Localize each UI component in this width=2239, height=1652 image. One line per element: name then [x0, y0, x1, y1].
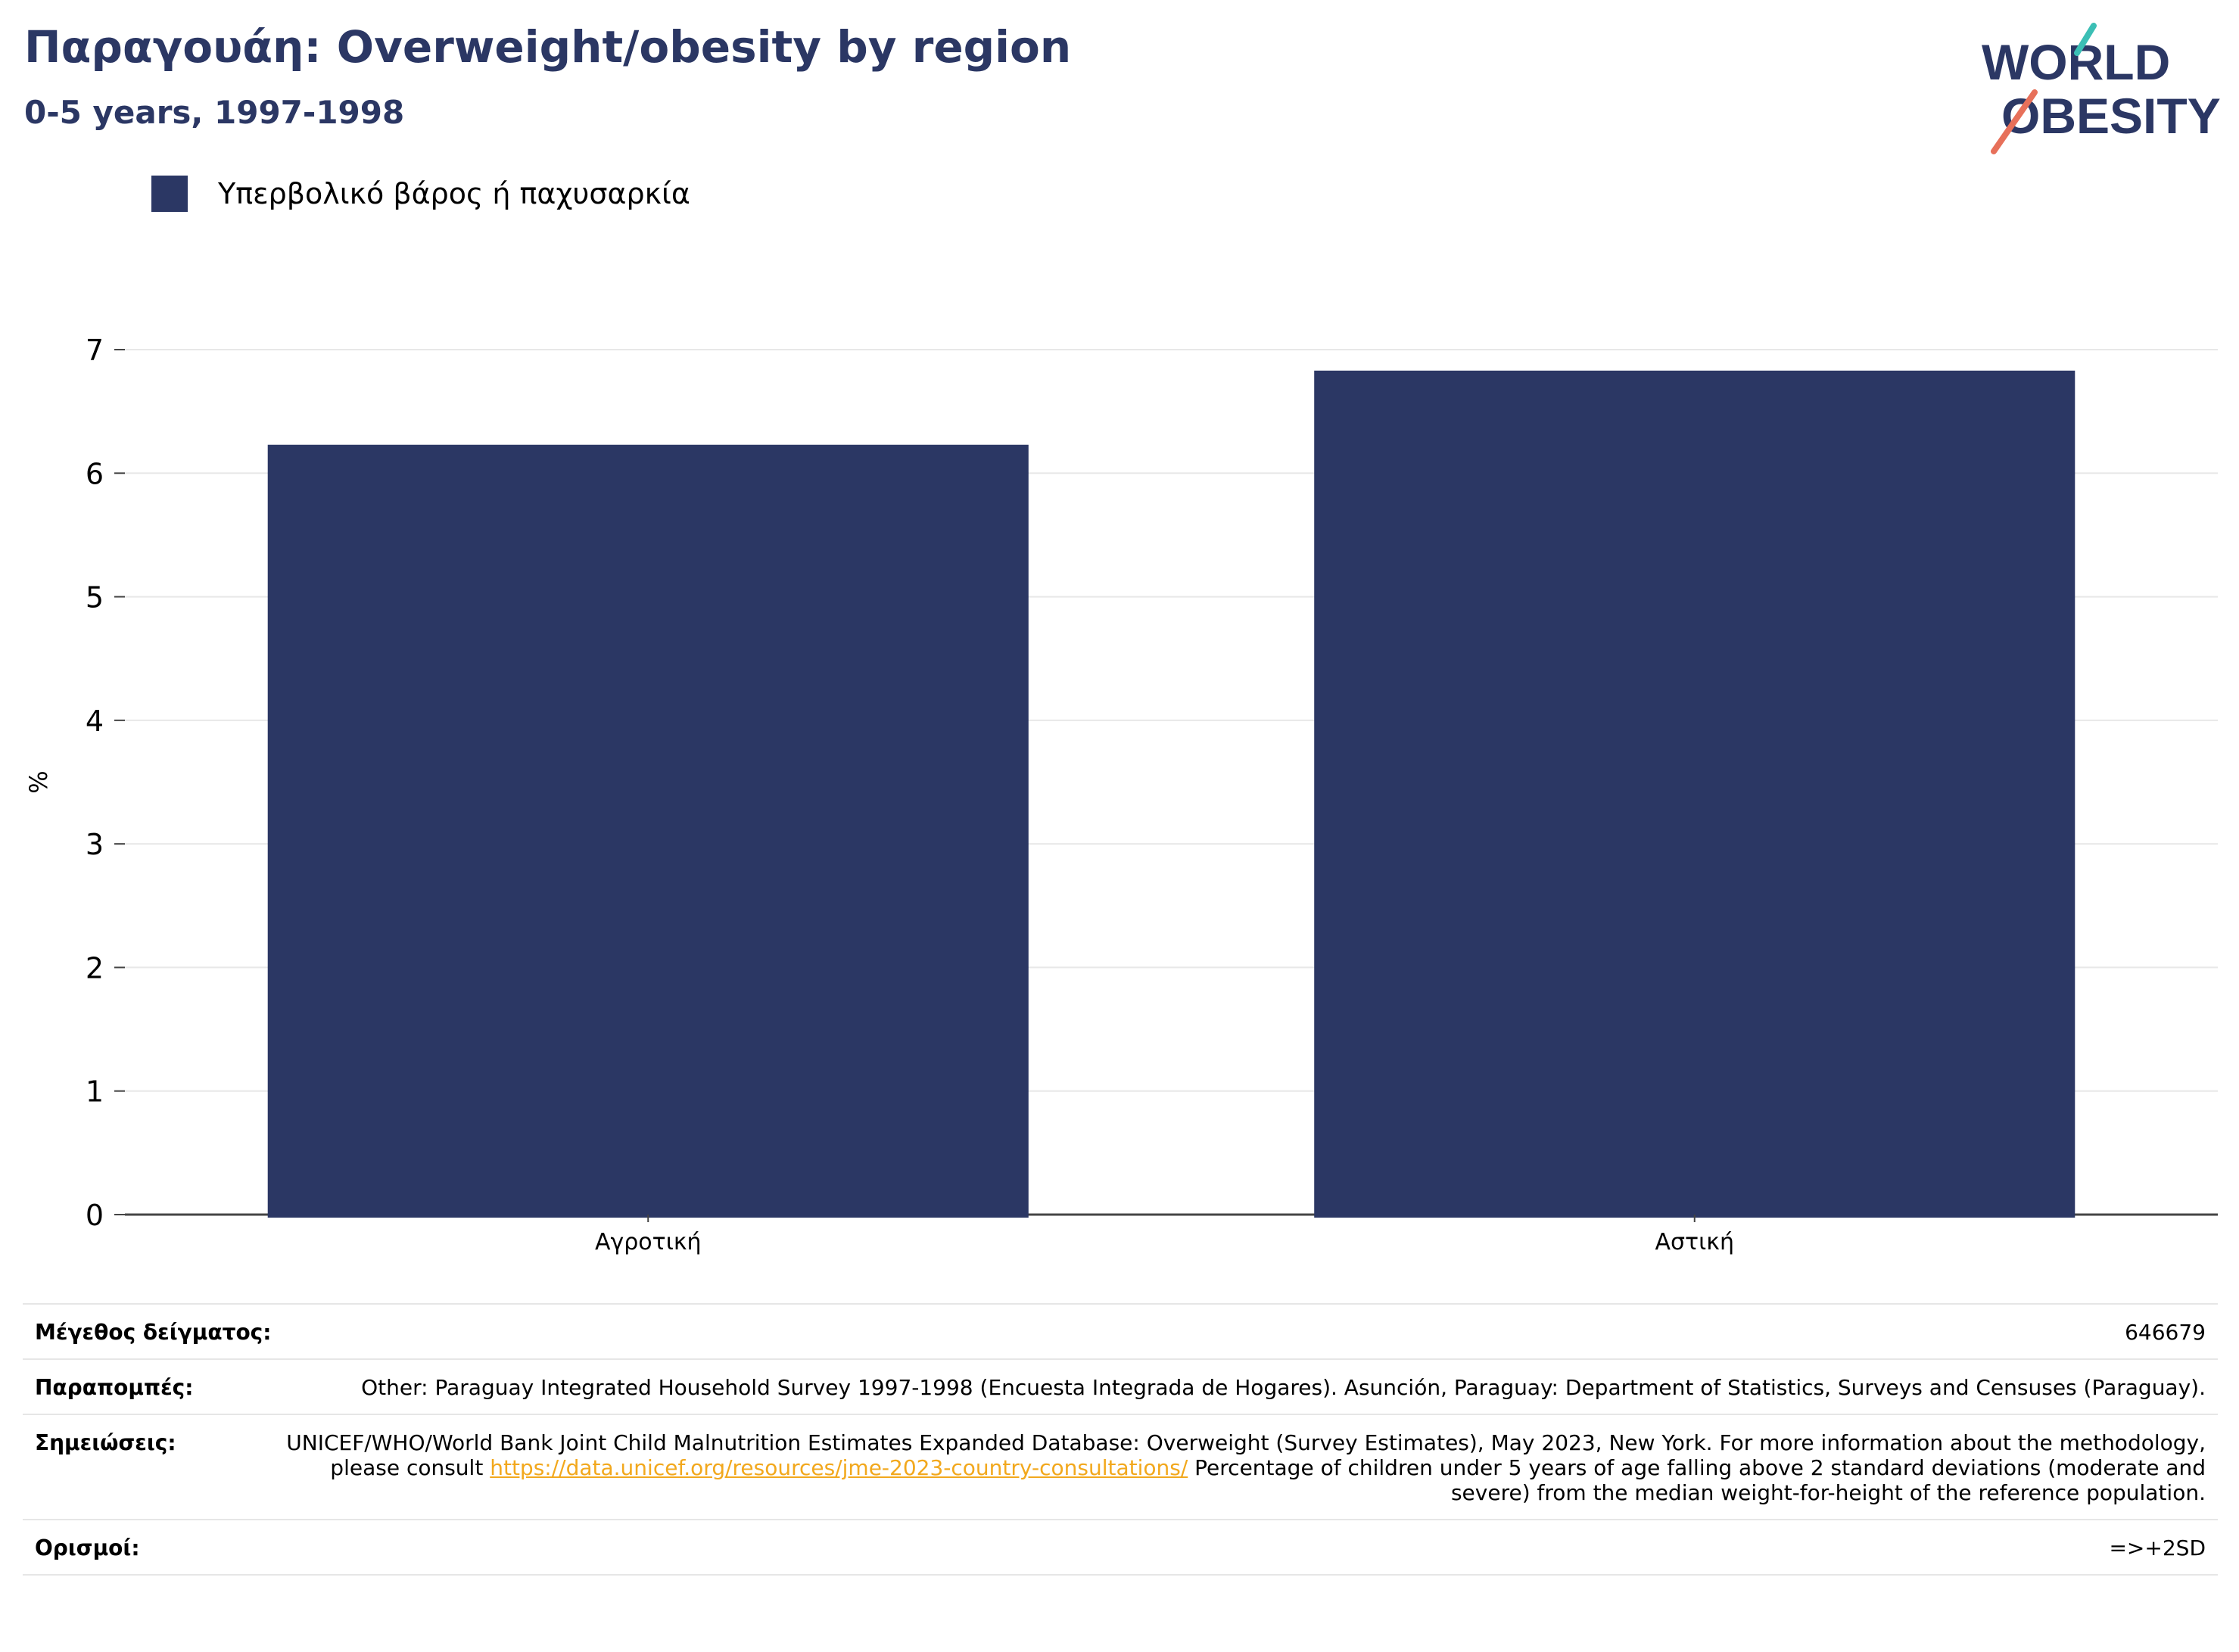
bars — [267, 370, 2076, 1218]
info-table: Μέγεθος δείγματος: 646679 Παραπομπές: Ot… — [23, 1303, 2218, 1576]
notes-value: UNICEF/WHO/World Bank Joint Child Malnut… — [276, 1430, 2206, 1505]
page-subtitle: 0-5 years, 1997-1998 — [24, 94, 405, 131]
sample-size-value: 646679 — [2125, 1320, 2206, 1345]
legend-label: Υπερβολικό βάρος ή παχυσαρκία — [218, 177, 690, 210]
info-row-notes: Σημειώσεις: UNICEF/WHO/World Bank Joint … — [23, 1414, 2218, 1519]
y-tick-label: 2 — [86, 951, 104, 985]
definitions-value: =>+2SD — [2109, 1535, 2206, 1560]
x-tick-label: Αστική — [1655, 1229, 1734, 1255]
world-obesity-logo: WORLD OBESITY — [1982, 23, 2221, 154]
y-tick-label: 5 — [86, 581, 104, 614]
chart-legend: Υπερβολικό βάρος ή παχυσαρκία — [151, 176, 690, 212]
x-axis-ticks: Αγροτική Αστική — [595, 1215, 1734, 1255]
info-row-definitions: Ορισμοί: =>+2SD — [23, 1519, 2218, 1576]
methodology-link[interactable]: https://data.unicef.org/resources/jme-20… — [490, 1455, 1188, 1480]
y-tick-label: 7 — [86, 334, 104, 367]
page-title: Παραγουάη: Overweight/obesity by region — [24, 21, 1072, 73]
notes-text-pre: UNICEF/WHO/World Bank Joint Child Malnut… — [286, 1430, 2206, 1480]
logo-line2: OBESITY — [2001, 88, 2221, 144]
y-axis-label: % — [24, 770, 53, 793]
info-row-sample: Μέγεθος δείγματος: 646679 — [23, 1303, 2218, 1358]
bar-1 — [1314, 370, 2076, 1218]
logo-coral-slash — [1991, 89, 2038, 154]
y-tick-label: 4 — [86, 705, 104, 738]
logo-teal-slash — [2074, 23, 2097, 56]
y-tick-label: 3 — [86, 828, 104, 861]
notes-text-post: Percentage of children under 5 years of … — [1194, 1455, 2206, 1505]
bar-0 — [267, 444, 1029, 1218]
sample-size-label: Μέγεθος δείγματος: — [35, 1320, 272, 1345]
y-tick-label: 6 — [86, 457, 104, 490]
info-row-references: Παραπομπές: Other: Paraguay Integrated H… — [23, 1358, 2218, 1414]
bar-chart: 0 1 2 3 4 5 6 7 Αγροτική Αστική % — [24, 334, 2218, 1255]
y-tick-label: 1 — [86, 1075, 104, 1109]
x-tick-label: Αγροτική — [595, 1229, 702, 1255]
references-label: Παραπομπές: — [35, 1375, 194, 1400]
references-value: Other: Paraguay Integrated Household Sur… — [361, 1375, 2206, 1400]
legend-swatch — [151, 176, 188, 212]
definitions-label: Ορισμοί: — [35, 1535, 140, 1560]
y-axis-ticks: 0 1 2 3 4 5 6 7 — [86, 334, 125, 1232]
logo-line1: WORLD — [1982, 34, 2170, 90]
notes-label: Σημειώσεις: — [35, 1430, 176, 1455]
y-tick-label: 0 — [86, 1199, 104, 1232]
